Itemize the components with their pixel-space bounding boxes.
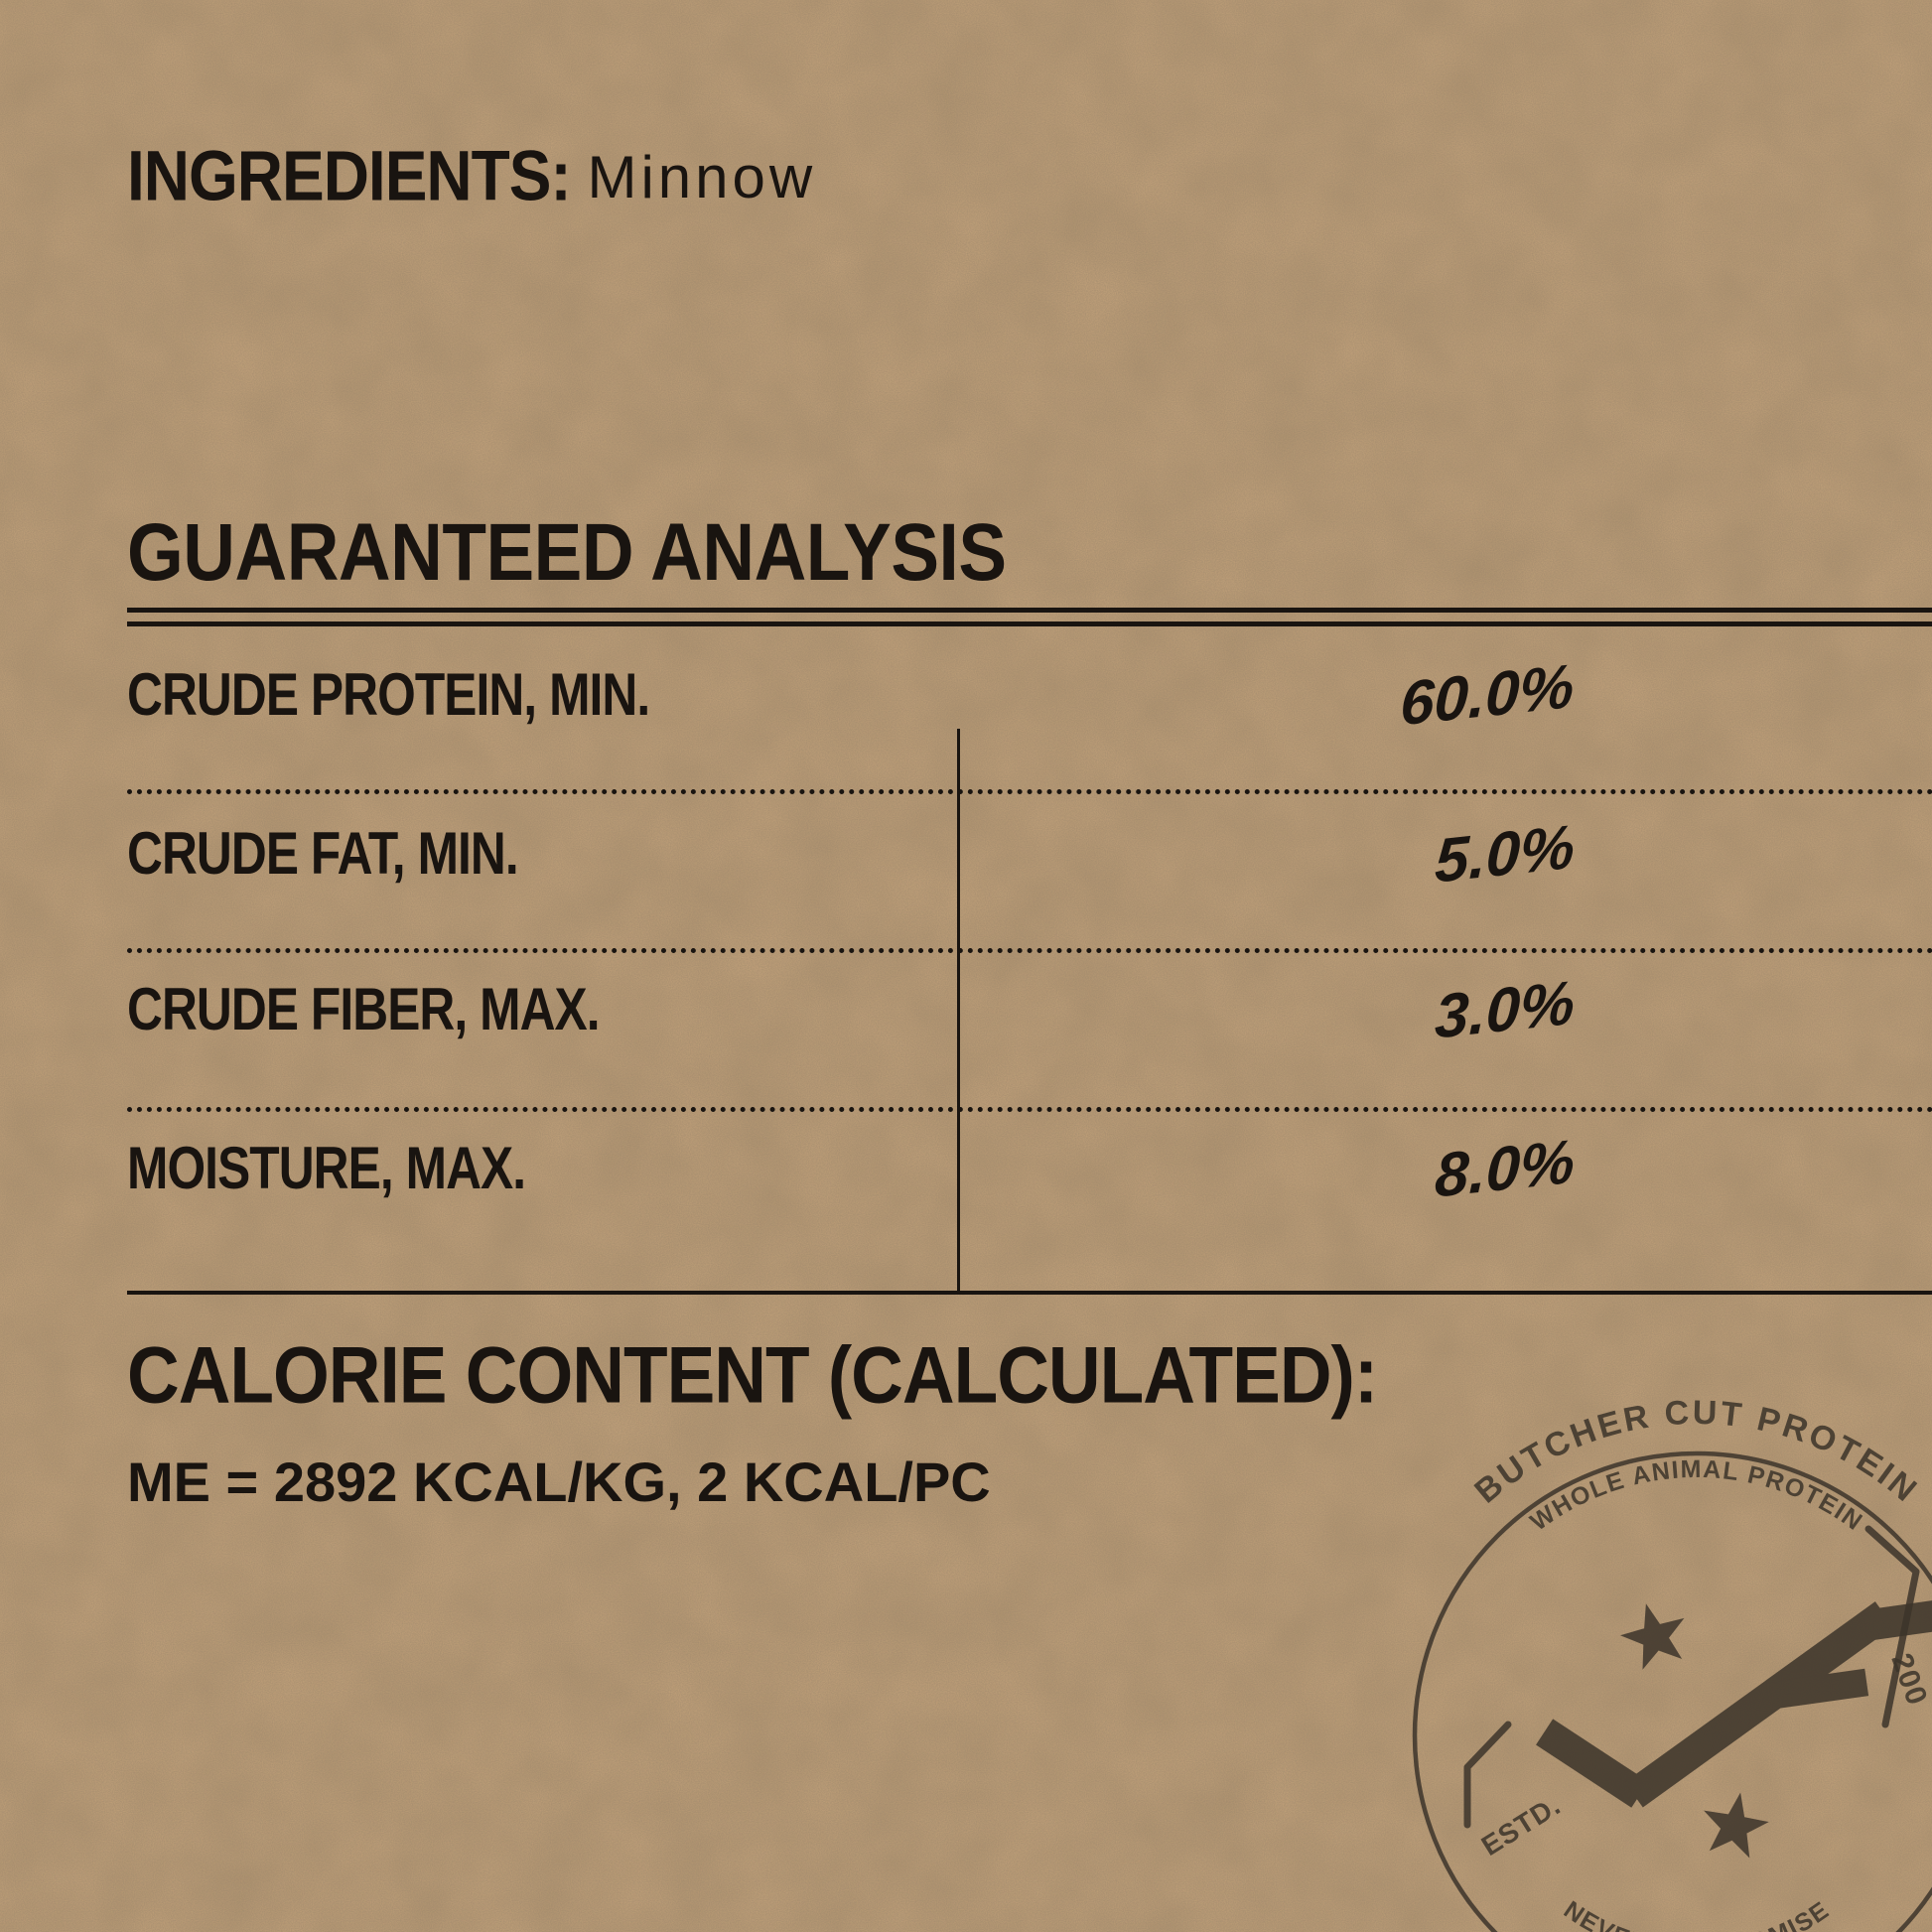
svg-text:WHOLE ANIMAL PROTEIN: WHOLE ANIMAL PROTEIN — [1525, 1455, 1867, 1537]
svg-text:ESTD.: ESTD. — [1476, 1789, 1567, 1862]
svg-text:NEVER COMPROMISE: NEVER COMPROMISE — [1559, 1895, 1835, 1932]
